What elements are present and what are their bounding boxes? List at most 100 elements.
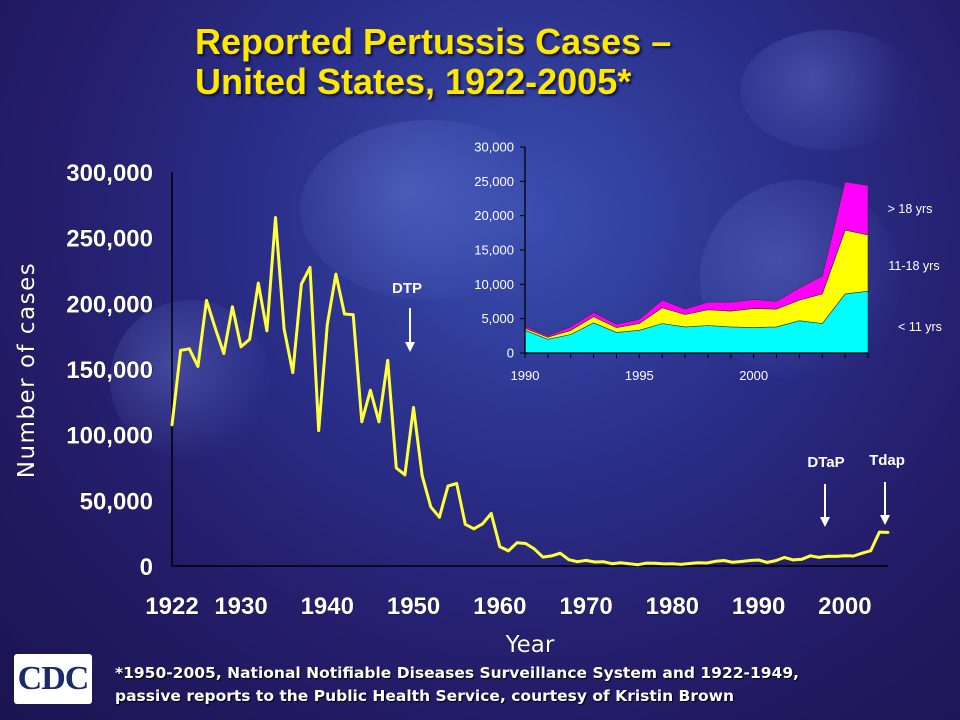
data-point [222, 352, 226, 355]
data-point [696, 561, 700, 565]
data-point [317, 429, 321, 432]
y-tick-label: 0 [140, 554, 153, 581]
annotation-label: Tdap [869, 452, 905, 469]
inset-series-label: 11-18 yrs [888, 259, 939, 273]
inset-y-tick-label: 20,000 [474, 208, 514, 223]
data-point [748, 559, 752, 562]
data-point [739, 560, 743, 563]
data-point [463, 522, 467, 526]
data-point [265, 329, 269, 333]
data-point [670, 562, 674, 566]
data-point [515, 541, 519, 545]
data-point [593, 560, 597, 564]
data-point [455, 482, 459, 485]
data-point [757, 558, 760, 562]
data-point [679, 563, 683, 566]
y-tick-label: 50,000 [80, 488, 153, 515]
data-point [231, 305, 234, 309]
inset-y-tick-label: 10,000 [474, 277, 514, 292]
data-point [394, 466, 398, 470]
footnote-line-1: *1950-2005, National Notifiable Diseases… [115, 664, 799, 682]
x-tick-label: 1940 [301, 593, 354, 620]
data-point [256, 281, 260, 285]
data-point [334, 272, 338, 276]
inset-x-tick-label: 1990 [511, 368, 540, 383]
data-point [688, 562, 691, 565]
data-point [567, 558, 571, 562]
data-point [325, 323, 329, 326]
x-tick-label: 1960 [473, 593, 526, 620]
x-tick-label: 1970 [559, 593, 612, 620]
y-axis-title: Number of cases [14, 262, 40, 479]
data-point [714, 559, 717, 563]
cdc-logo-text: CDC [17, 660, 90, 697]
data-point [584, 559, 588, 562]
data-point [662, 562, 666, 566]
data-point [377, 420, 381, 424]
inset-series-label: > 18 yrs [888, 202, 933, 216]
data-point [765, 561, 769, 564]
x-tick-label: 1930 [214, 593, 267, 620]
x-tick-label: 1922 [145, 593, 198, 620]
data-point [205, 299, 208, 302]
data-point [196, 365, 200, 368]
inset-series-label: < 11 yrs [898, 320, 942, 334]
annotation-arrow-head [880, 515, 890, 525]
data-point [429, 505, 433, 509]
data-point [446, 484, 450, 488]
y-tick-label: 250,000 [66, 226, 153, 253]
data-point [403, 473, 407, 477]
cases-line [170, 216, 889, 567]
x-tick-label: 1990 [732, 593, 785, 620]
data-point [351, 313, 355, 317]
inset-y-tick-label: 30,000 [474, 140, 514, 155]
data-point [791, 558, 795, 562]
main-tick-labels: 0 50,000 100,000 150,000 200,000 250,000 300,0… [14, 160, 872, 659]
inset-y-tick-label: 0 [507, 346, 514, 361]
data-point [420, 474, 424, 478]
data-point [489, 512, 493, 515]
data-point [601, 560, 605, 564]
data-point [524, 542, 528, 545]
background-orb [300, 120, 560, 300]
footnote-line-2: passive reports to the Public Health Ser… [115, 687, 734, 705]
cdc-logo: CDC [14, 654, 92, 704]
data-point [800, 557, 804, 561]
data-point [507, 549, 510, 553]
data-point [852, 554, 855, 558]
data-point [705, 561, 709, 565]
data-point [843, 554, 847, 558]
page-title: Reported Pertussis Cases – United States… [195, 22, 815, 102]
data-point [783, 556, 786, 559]
data-point [610, 562, 614, 566]
data-point [179, 349, 183, 352]
data-point [576, 560, 579, 564]
data-point [360, 420, 364, 424]
data-point [248, 338, 252, 341]
data-point [213, 326, 217, 330]
background-orb [110, 300, 270, 460]
data-point [187, 347, 191, 351]
data-point [774, 559, 778, 562]
data-point [282, 327, 286, 331]
vaccine-annotations: DTP DTaP Tdap [392, 280, 905, 527]
data-point [274, 216, 277, 220]
data-point [834, 555, 838, 558]
data-point [308, 266, 312, 269]
data-point [826, 554, 829, 558]
data-point [472, 527, 476, 531]
footnote: *1950-2005, National Notifiable Diseases… [115, 662, 915, 708]
data-point [627, 562, 631, 566]
data-point [809, 554, 812, 558]
y-tick-label: 300,000 [66, 160, 153, 187]
area-band-2 [524, 181, 869, 338]
x-tick-label: 2000 [818, 593, 871, 620]
background-orb [740, 30, 920, 150]
data-point [170, 423, 174, 427]
data-point [532, 547, 536, 551]
main-axes [171, 172, 888, 567]
data-point [369, 388, 372, 392]
data-point [878, 530, 881, 534]
data-point [817, 556, 821, 559]
